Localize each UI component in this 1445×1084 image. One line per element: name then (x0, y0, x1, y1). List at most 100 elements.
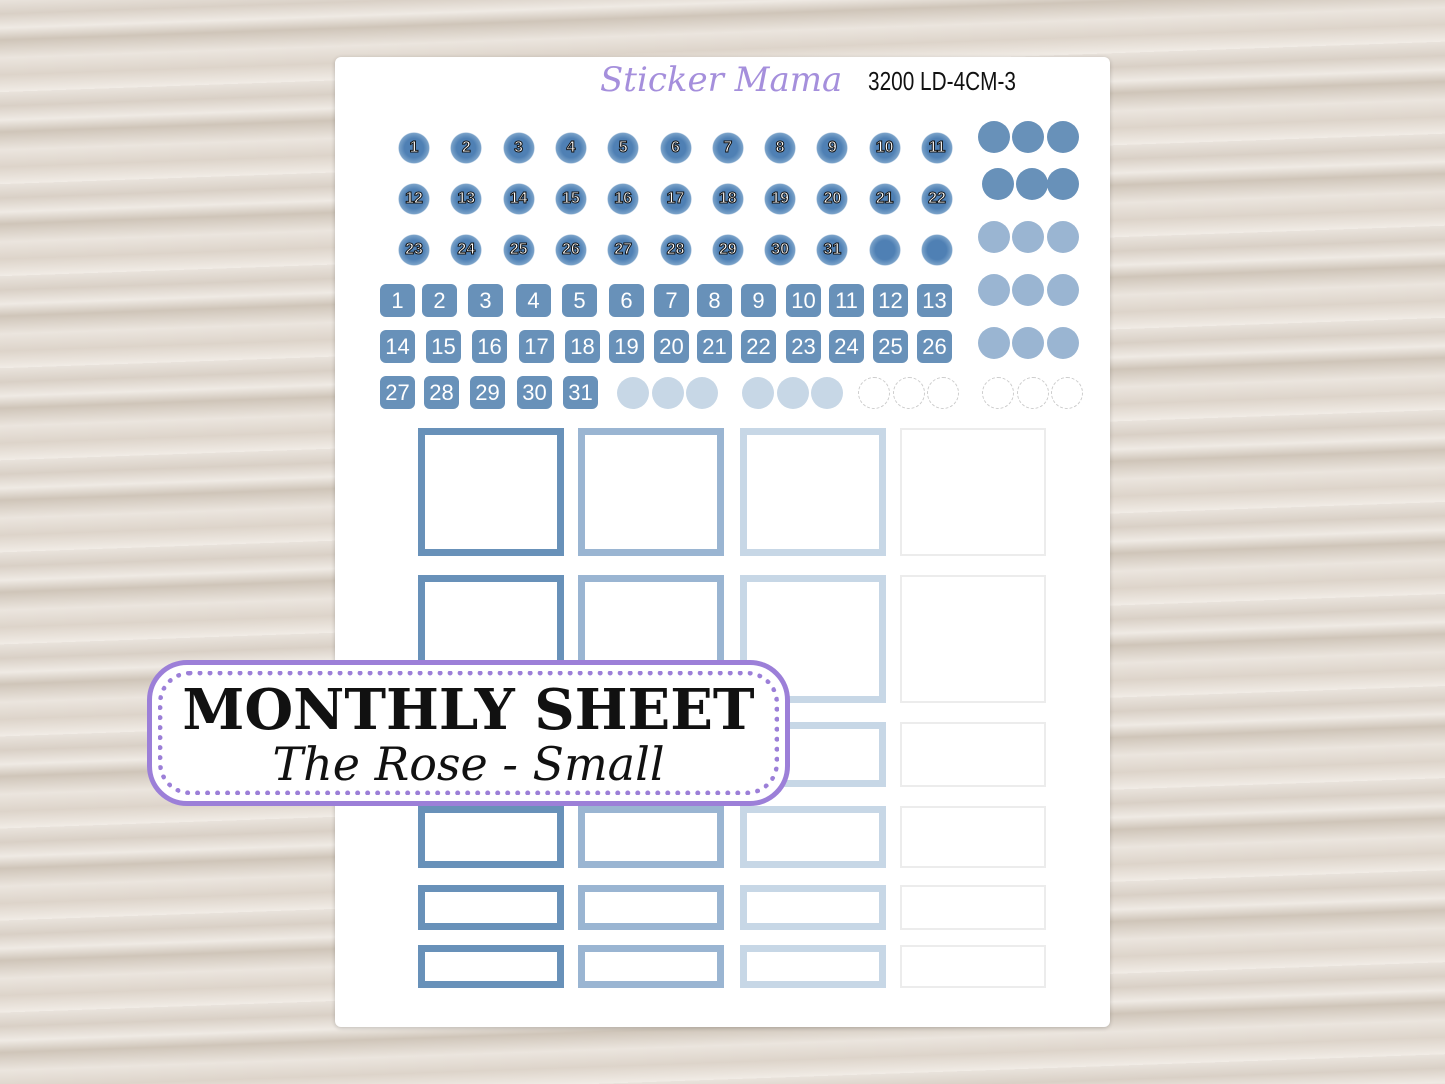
flower-number-sticker: 24 (449, 233, 484, 267)
box-sticker (900, 945, 1046, 988)
flower-number-sticker: 19 (763, 182, 798, 216)
flower-number-sticker: 18 (710, 182, 745, 216)
box-sticker (900, 806, 1046, 868)
circle-sticker (978, 121, 1010, 153)
banner-subtitle: The Rose - Small (272, 737, 665, 791)
flower-number-sticker: 27 (606, 233, 641, 267)
flower-number-sticker: 7 (710, 131, 745, 165)
circle-sticker (982, 377, 1014, 409)
box-sticker (740, 885, 886, 930)
date-square-sticker: 13 (917, 284, 952, 317)
brand-logo: Sticker Mama (600, 60, 843, 100)
circle-sticker (1047, 327, 1079, 359)
circle-sticker (982, 168, 1014, 200)
date-square-sticker: 12 (873, 284, 908, 317)
date-square-sticker: 8 (697, 284, 732, 317)
circle-sticker (777, 377, 809, 409)
box-sticker (418, 428, 564, 556)
circle-sticker (742, 377, 774, 409)
box-sticker (418, 945, 564, 988)
date-square-sticker: 22 (741, 330, 776, 363)
product-code: 3200 LD-4CM-3 (868, 66, 1016, 96)
date-square-sticker: 14 (380, 330, 415, 363)
date-square-sticker: 6 (609, 284, 644, 317)
date-square-sticker: 4 (516, 284, 551, 317)
flower-number-sticker: 14 (501, 182, 536, 216)
circle-sticker (617, 377, 649, 409)
circle-sticker (927, 377, 959, 409)
date-square-sticker: 27 (380, 376, 415, 409)
flower-number-sticker: 5 (606, 131, 641, 165)
box-sticker (900, 722, 1046, 787)
circle-sticker (1047, 221, 1079, 253)
date-square-sticker: 3 (468, 284, 503, 317)
flower-number-sticker: 10 (867, 131, 902, 165)
box-sticker (578, 885, 724, 930)
box-sticker (578, 945, 724, 988)
flower-number-sticker: 12 (397, 182, 431, 216)
date-square-sticker: 2 (422, 284, 457, 317)
date-square-sticker: 26 (917, 330, 952, 363)
flower-number-sticker: 16 (606, 182, 641, 216)
flower-number-sticker: 29 (710, 233, 745, 267)
circle-sticker (652, 377, 684, 409)
circle-sticker (978, 327, 1010, 359)
date-square-sticker: 16 (472, 330, 507, 363)
flower-number-sticker: 15 (553, 182, 588, 216)
circle-sticker (1051, 377, 1083, 409)
date-square-sticker: 11 (829, 284, 864, 317)
date-square-sticker: 9 (741, 284, 776, 317)
banner-title: MONTHLY SHEET (182, 677, 755, 743)
circle-sticker (978, 221, 1010, 253)
circle-sticker (686, 377, 718, 409)
circle-sticker (1047, 168, 1079, 200)
circle-sticker (893, 377, 925, 409)
box-sticker (740, 945, 886, 988)
flower-number-sticker: 22 (920, 182, 954, 216)
flower-number-sticker: 20 (815, 182, 850, 216)
circle-sticker (1047, 121, 1079, 153)
box-sticker (900, 885, 1046, 930)
flower-icon (920, 233, 954, 267)
circle-sticker (1012, 221, 1044, 253)
date-square-sticker: 15 (426, 330, 461, 363)
box-sticker (900, 575, 1046, 703)
flower-number-sticker: 13 (449, 182, 484, 216)
flower-number-sticker: 6 (658, 131, 693, 165)
flower-number-sticker: 8 (763, 131, 798, 165)
flower-number-sticker: 26 (553, 233, 588, 267)
flower-number-sticker: 17 (658, 182, 693, 216)
date-square-sticker: 31 (563, 376, 598, 409)
date-square-sticker: 1 (380, 284, 415, 317)
date-square-sticker: 25 (873, 330, 908, 363)
box-sticker (740, 575, 886, 703)
circle-sticker (978, 274, 1010, 306)
flower-number-sticker: 11 (920, 131, 954, 165)
flower-number-sticker: 30 (763, 233, 798, 267)
date-square-sticker: 5 (562, 284, 597, 317)
date-square-sticker: 19 (609, 330, 644, 363)
circle-sticker (1012, 121, 1044, 153)
date-square-sticker: 20 (654, 330, 689, 363)
box-sticker (900, 428, 1046, 556)
box-sticker (578, 806, 724, 868)
flower-number-sticker: 9 (815, 131, 850, 165)
circle-sticker (1017, 377, 1049, 409)
flower-number-sticker: 21 (867, 182, 902, 216)
title-banner: MONTHLY SHEET The Rose - Small (147, 660, 790, 806)
flower-number-sticker: 28 (658, 233, 693, 267)
date-square-sticker: 30 (517, 376, 552, 409)
box-sticker (740, 806, 886, 868)
date-square-sticker: 28 (424, 376, 459, 409)
date-square-sticker: 24 (829, 330, 864, 363)
date-square-sticker: 29 (470, 376, 505, 409)
date-square-sticker: 7 (654, 284, 689, 317)
circle-sticker (1012, 327, 1044, 359)
box-sticker (418, 806, 564, 868)
date-square-sticker: 10 (786, 284, 821, 317)
circle-sticker (1012, 274, 1044, 306)
date-square-sticker: 23 (786, 330, 821, 363)
circle-sticker (1016, 168, 1048, 200)
date-square-sticker: 18 (565, 330, 600, 363)
date-square-sticker: 21 (697, 330, 732, 363)
